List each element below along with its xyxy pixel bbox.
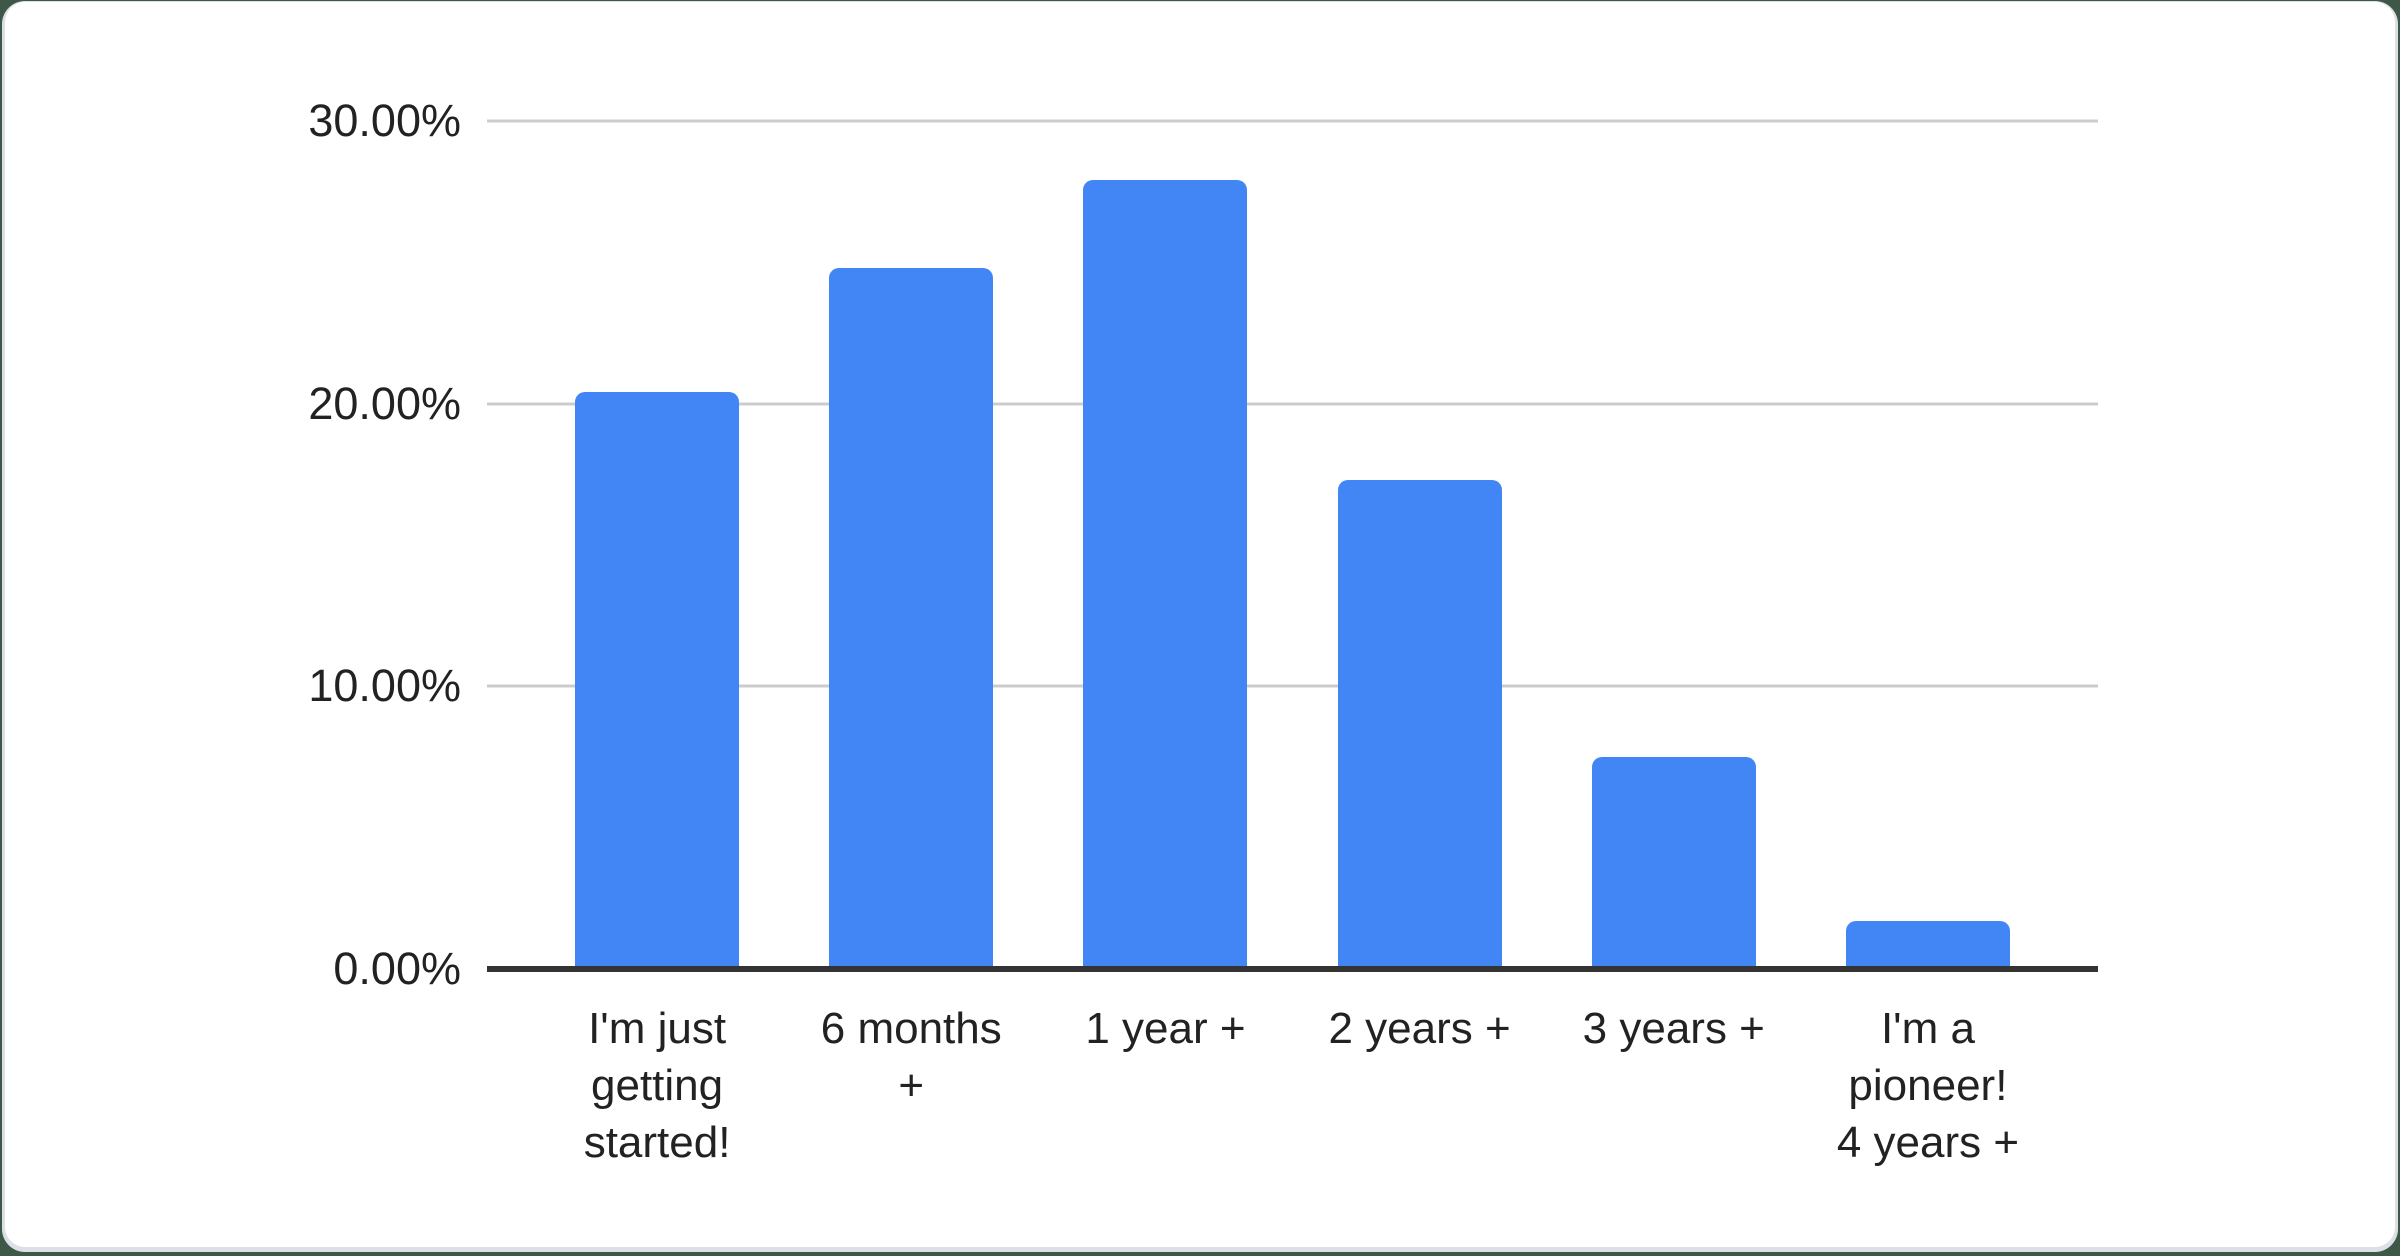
bar-slot: 3 years + xyxy=(1547,121,1801,1053)
x-axis-category-label: I'm a pioneer! 4 years + xyxy=(1836,1004,2020,1167)
gridline xyxy=(487,402,2098,406)
bar-slot: 6 months + xyxy=(784,121,1038,1110)
x-axis-category-label: 6 months + xyxy=(820,1004,1002,1110)
x-axis-category-label: I'm just getting started! xyxy=(583,1004,731,1167)
bar-slot: 1 year + xyxy=(1038,121,1292,1053)
y-axis-tick-label: 20.00% xyxy=(308,377,461,429)
y-axis-tick-label: 0.00% xyxy=(333,943,461,994)
bar[interactable] xyxy=(1337,480,1502,969)
bar[interactable] xyxy=(829,268,994,969)
bar[interactable] xyxy=(1591,757,1756,969)
y-axis-tick-label: 30.00% xyxy=(308,95,461,146)
plot-area: I'm just getting started! 6 months + 1 yea… xyxy=(308,95,2098,1167)
x-axis-category-label: 3 years + xyxy=(1582,1004,1765,1053)
bar-slot: 2 years + xyxy=(1293,121,1547,1053)
chart-card: I'm just getting started! 6 months + 1 yea… xyxy=(5,2,2395,1247)
bar[interactable] xyxy=(575,392,740,969)
gridline xyxy=(487,119,2098,123)
y-axis-tick-label: 10.00% xyxy=(308,660,461,712)
bar[interactable] xyxy=(1845,920,2010,969)
bar-slot: I'm a pioneer! 4 years + xyxy=(1801,121,2055,1167)
gridline xyxy=(487,684,2098,688)
x-axis-category-label: 1 year + xyxy=(1085,1004,1246,1053)
x-axis-category-label: 2 years + xyxy=(1328,1004,1511,1053)
bar-slot: I'm just getting started! xyxy=(530,121,784,1167)
x-axis-line xyxy=(487,966,2098,972)
bars-container: I'm just getting started! 6 months + 1 yea… xyxy=(530,121,2055,1167)
bar[interactable] xyxy=(1083,180,1248,969)
